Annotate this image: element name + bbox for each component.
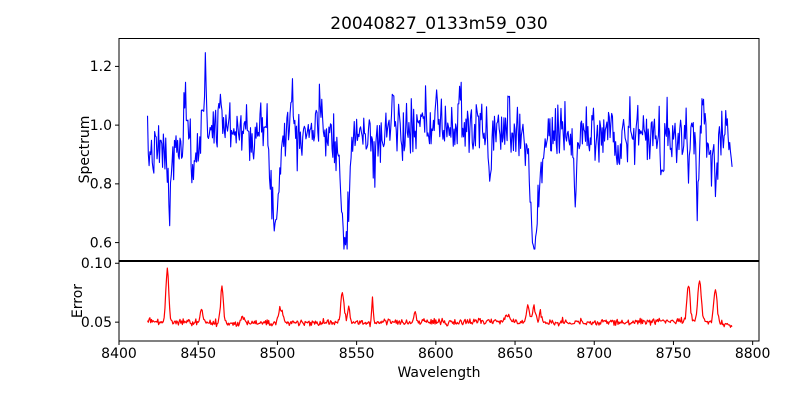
x-tick-label: 8800 xyxy=(735,346,771,362)
y-tick-label: 0.8 xyxy=(90,177,112,193)
error-line xyxy=(146,267,733,328)
x-tick-label: 8750 xyxy=(656,346,692,362)
x-tick-label: 8550 xyxy=(339,346,375,362)
y-tick-label: 0.6 xyxy=(90,235,112,251)
spectrum-panel-frame xyxy=(118,38,760,261)
y-tick-label: 0.10 xyxy=(81,256,112,272)
y-axis-label-error: Error xyxy=(70,284,86,318)
x-tick-label: 8700 xyxy=(576,346,612,362)
y-tick-label: 1.2 xyxy=(90,59,112,75)
y-axis-label-spectrum: Spectrum xyxy=(77,116,93,184)
x-tick-label: 8450 xyxy=(180,346,216,362)
spectrum-line xyxy=(146,52,733,250)
x-tick-label: 8650 xyxy=(497,346,533,362)
y-tick-label: 0.05 xyxy=(81,315,112,331)
x-tick-label: 8600 xyxy=(418,346,454,362)
x-tick-label: 8400 xyxy=(101,346,137,362)
y-tick-label: 1.0 xyxy=(90,118,112,134)
plot-area: 0.6 0.8 1.0 1.2 0.05 0.10 8400 8450 8500 8550 8600… xyxy=(81,38,771,362)
chart-title: 20040827_0133m59_030 xyxy=(330,14,547,34)
x-axis-label: Wavelength xyxy=(397,365,480,381)
x-tick-label: 8500 xyxy=(260,346,296,362)
error-panel-frame xyxy=(118,261,760,342)
